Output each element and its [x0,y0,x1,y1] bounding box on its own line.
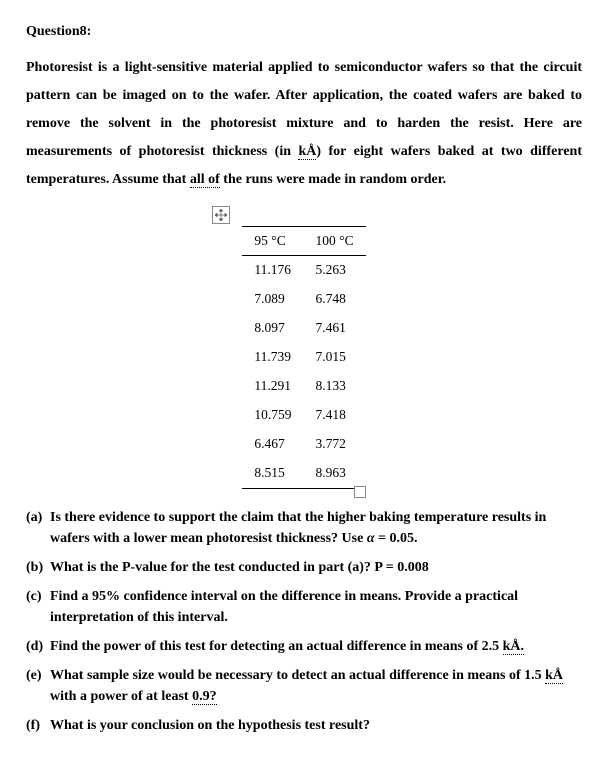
q-text: What is your conclusion on the hypothesi… [50,715,582,736]
cell: 6.748 [304,285,366,314]
table-header-row: 95 °C 100 °C [242,226,365,256]
question-list: (a) Is there evidence to support the cla… [26,507,582,736]
q-label: (b) [26,557,50,578]
cell: 3.772 [304,430,366,459]
cell: 7.461 [304,314,366,343]
cell: 7.089 [242,285,303,314]
col-header-100c: 100 °C [304,226,366,256]
cell: 8.515 [242,459,303,488]
question-b: (b) What is the P-value for the test con… [26,557,582,578]
move-handle-icon[interactable] [212,206,230,224]
text: What sample size would be necessary to d… [50,668,545,683]
intro-paragraph: Photoresist is a light-sensitive materia… [26,54,582,194]
table-row: 8.0977.461 [242,314,365,343]
table-row: 10.7597.418 [242,401,365,430]
q-label: (e) [26,665,50,707]
data-table-container: 95 °C 100 °C 11.1765.263 7.0896.748 8.09… [26,208,582,489]
q-text: Find a 95% confidence interval on the di… [50,586,582,628]
table-row: 11.7397.015 [242,343,365,372]
cell: 6.467 [242,430,303,459]
all-of: all of [190,172,220,188]
alpha-symbol: α [367,531,375,546]
q-text: What is the P-value for the test conduct… [50,557,582,578]
unit-ka: kÅ. [503,639,524,655]
cell: 11.739 [242,343,303,372]
cell: 7.418 [304,401,366,430]
table-row: 8.5158.963 [242,459,365,488]
table-row: 6.4673.772 [242,430,365,459]
cell: 8.133 [304,372,366,401]
q-text: Is there evidence to support the claim t… [50,507,582,549]
question-f: (f) What is your conclusion on the hypot… [26,715,582,736]
text: Is there evidence to support the claim t… [50,510,546,546]
q-label: (a) [26,507,50,549]
col-header-95c: 95 °C [242,226,303,256]
question-a: (a) Is there evidence to support the cla… [26,507,582,549]
question-d: (d) Find the power of this test for dete… [26,636,582,657]
unit-ka: kÅ [298,144,316,160]
intro-text: the runs were made in random order. [220,172,446,187]
cell: 11.291 [242,372,303,401]
q-text: Find the power of this test for detectin… [50,636,582,657]
table-row: 7.0896.748 [242,285,365,314]
text: Find the power of this test for detectin… [50,639,503,654]
question-title: Question8: [26,22,582,42]
power-value: 0.9? [192,689,217,705]
q-label: (c) [26,586,50,628]
data-table: 95 °C 100 °C 11.1765.263 7.0896.748 8.09… [242,226,365,489]
q-label: (d) [26,636,50,657]
cell: 11.176 [242,256,303,285]
table-row: 11.2918.133 [242,372,365,401]
cell: 8.963 [304,459,366,488]
q-label: (f) [26,715,50,736]
question-c: (c) Find a 95% confidence interval on th… [26,586,582,628]
q-text: What sample size would be necessary to d… [50,665,582,707]
cell: 7.015 [304,343,366,372]
cell: 5.263 [304,256,366,285]
question-e: (e) What sample size would be necessary … [26,665,582,707]
cell: 8.097 [242,314,303,343]
table-row: 11.1765.263 [242,256,365,285]
text: with a power of at least [50,689,192,704]
cell: 10.759 [242,401,303,430]
unit-ka: kÅ [545,668,563,684]
text: = 0.05. [375,531,418,546]
